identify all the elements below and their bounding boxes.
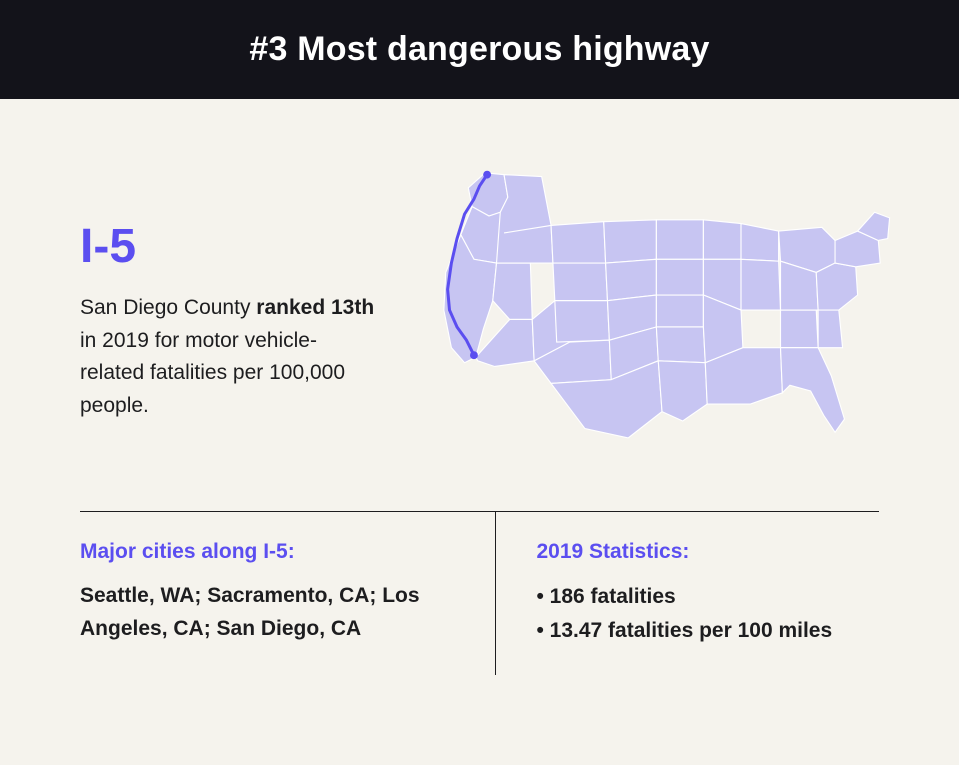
route-endpoint-south [470,351,478,359]
route-endpoint-north [483,171,491,179]
cities-column: Major cities along I-5: Seattle, WA; Sac… [80,512,495,675]
map-states [444,173,890,438]
stats-item: 186 fatalities [536,580,879,614]
us-map [410,169,899,451]
desc-bold: ranked 13th [256,296,374,319]
highway-description: San Diego County ranked 13th in 2019 for… [80,292,380,422]
main-section: I-5 San Diego County ranked 13th in 2019… [0,99,959,481]
stats-list: 186 fatalities13.47 fatalities per 100 m… [536,580,879,647]
cities-text: Seattle, WA; Sacramento, CA; Los Angeles… [80,580,465,645]
cities-heading: Major cities along I-5: [80,540,465,564]
desc-pre: San Diego County [80,296,256,319]
desc-post: in 2019 for motor vehicle-related fatali… [80,329,345,417]
stats-heading: 2019 Statistics: [536,540,879,564]
map-svg [410,169,899,451]
header-title: #3 Most dangerous highway [249,30,709,68]
highway-name: I-5 [80,219,380,274]
highway-info: I-5 San Diego County ranked 13th in 2019… [80,169,380,451]
header-bar: #3 Most dangerous highway [0,0,959,99]
stats-column: 2019 Statistics: 186 fatalities13.47 fat… [495,512,879,675]
info-columns: Major cities along I-5: Seattle, WA; Sac… [0,512,959,715]
stats-item: 13.47 fatalities per 100 miles [536,614,879,648]
